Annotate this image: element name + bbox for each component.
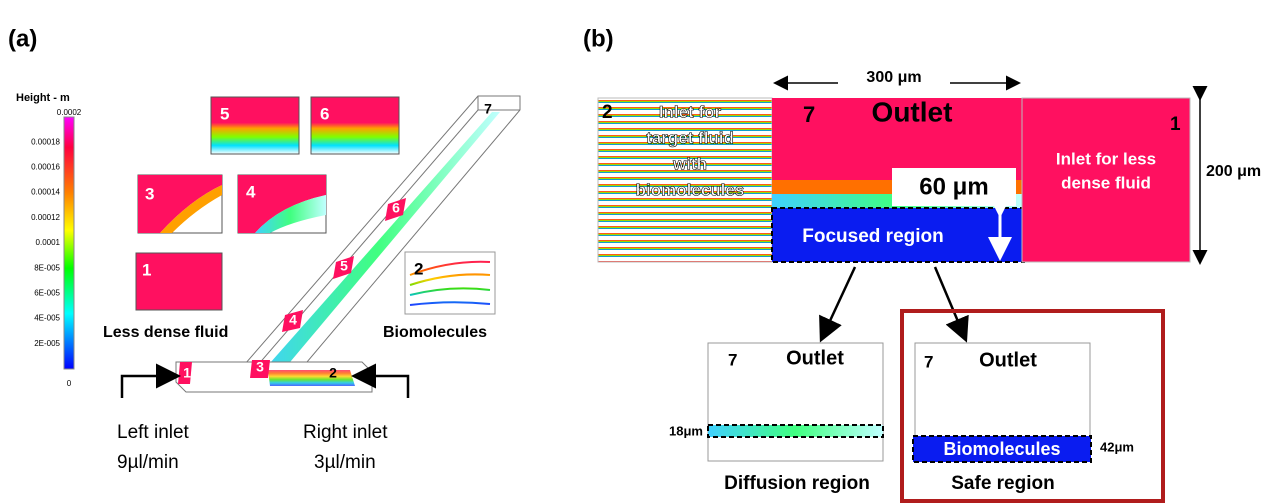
focused-label: Focused region <box>802 226 943 247</box>
left-inlet-arrow <box>120 363 181 398</box>
thickness-label: 18μm <box>669 423 703 438</box>
thickness-label: 42μm <box>1100 439 1134 454</box>
gap-label: 60 μm <box>919 173 988 200</box>
safe-band <box>912 435 1092 463</box>
diffusion-band <box>707 424 884 438</box>
inlet-rate: 3µl/min <box>314 452 376 473</box>
colorbar-tick-label: 0.00018 <box>31 137 60 146</box>
inset-labels: 5 6 3 4 1 2 <box>142 104 423 279</box>
label-line: with <box>672 154 707 173</box>
colorbar-tick-label: 8E-005 <box>34 263 60 272</box>
inlet-name: Left inlet <box>117 422 190 443</box>
inset-label: 4 <box>246 182 256 201</box>
inlet-rate: 9µl/min <box>117 452 179 473</box>
inlet-name: Right inlet <box>303 422 388 443</box>
channel-label: 2 <box>329 365 337 381</box>
colorbar-ticks: 0.0002 0.00018 0.00016 0.00014 0.00012 0.0001… <box>31 108 82 388</box>
channel-label: 6 <box>392 200 400 216</box>
caption: Biomolecules <box>383 324 487 341</box>
inset-label: 3 <box>145 184 154 203</box>
inset-3 <box>137 174 223 234</box>
focused-region <box>771 207 1025 263</box>
label-line: biomolecules <box>636 180 745 199</box>
inset-label: 1 <box>142 260 151 279</box>
colorbar-tick-label: 0.00014 <box>31 188 60 197</box>
region-number: 7 <box>728 350 737 369</box>
inset-label: 2 <box>414 259 423 278</box>
inset-1 <box>135 252 223 311</box>
label-line: target fluid <box>646 128 734 147</box>
channel-label: 4 <box>289 312 297 328</box>
label-line: dense fluid <box>1061 173 1151 192</box>
label-line: Inlet for <box>659 102 722 121</box>
dimension-label: 300 μm <box>866 69 921 86</box>
region-number: 7 <box>803 102 815 127</box>
panel-label: (a) <box>8 25 37 52</box>
region-number: 1 <box>1170 114 1181 135</box>
label-line: Inlet for less <box>1056 149 1156 168</box>
outlet-title: Outlet <box>979 349 1037 371</box>
colorbar-tick-label: 2E-005 <box>34 339 60 348</box>
dimension-label: 200 μm <box>1206 163 1261 180</box>
colorbar-tick-label: 6E-005 <box>34 289 60 298</box>
inset-label: 5 <box>220 104 229 123</box>
region-caption: Diffusion region <box>724 473 870 494</box>
inset-5 <box>210 96 300 155</box>
colorbar-tick-label: 4E-005 <box>34 314 60 323</box>
outlet-title: Outlet <box>872 96 953 127</box>
colorbar-tick-label: 0.0002 <box>57 108 82 117</box>
panel-label: (b) <box>583 25 614 52</box>
channel-label: 3 <box>256 359 264 375</box>
colorbar-tick-label: 0.00016 <box>31 163 60 172</box>
right-label: Inlet for less dense fluid <box>1056 149 1156 192</box>
inlet-less-dense <box>1021 97 1191 263</box>
colorbar-title: Height - m <box>16 92 70 104</box>
colorbar-tick-label: 0 <box>67 379 72 388</box>
inset-2 <box>404 251 496 315</box>
channel-label: 5 <box>340 258 348 274</box>
region-number: 2 <box>602 102 613 123</box>
channel-label: 1 <box>183 365 191 381</box>
inlet-target <box>597 97 773 263</box>
region-caption: Safe region <box>951 473 1054 494</box>
caption: Less dense fluid <box>103 324 228 341</box>
left-label: Inlet for target fluid with biomolecules <box>635 102 745 200</box>
channel-labels: 1 2 3 4 5 6 7 <box>183 101 492 381</box>
inset-label: 6 <box>320 104 329 123</box>
colorbar-tick-label: 0.00012 <box>31 213 60 222</box>
right-inlet-arrow <box>351 363 410 398</box>
pointer-arrow <box>933 266 969 343</box>
diffusion-box <box>707 342 884 462</box>
colorbar-tick-label: 0.0001 <box>36 238 61 247</box>
inset-4 <box>237 174 327 234</box>
pointer-arrow <box>819 266 857 343</box>
region-number: 7 <box>924 352 933 371</box>
band-label: Biomolecules <box>943 439 1060 459</box>
inset-6 <box>310 96 400 155</box>
channel-label: 7 <box>484 101 492 117</box>
highlight-frame <box>900 309 1165 503</box>
outlet-title: Outlet <box>786 347 844 369</box>
colorbar <box>63 116 75 370</box>
channel <box>175 95 521 393</box>
